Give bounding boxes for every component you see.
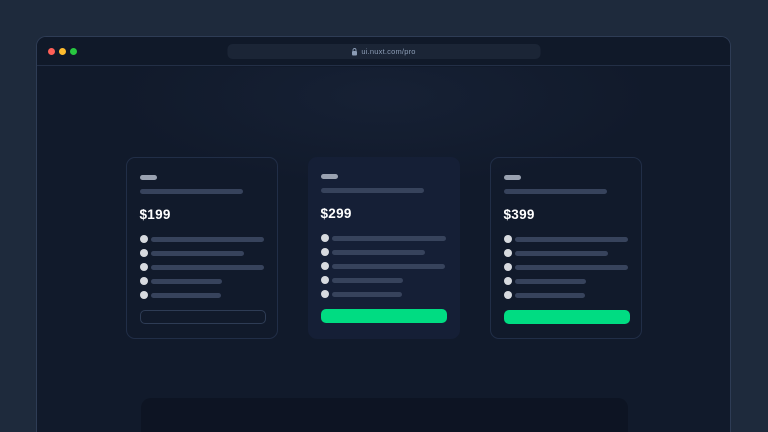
feature-bullet-icon	[139, 277, 148, 285]
feature-row	[503, 291, 628, 299]
feature-row	[320, 248, 447, 256]
plan-feature-list	[503, 235, 628, 299]
browser-window: ui.nuxt.com/pro $199	[36, 36, 731, 432]
lock-icon	[351, 47, 357, 56]
feature-text-skeleton	[150, 292, 221, 298]
plan-feature-list	[139, 235, 264, 299]
plan-price: $299	[320, 206, 352, 221]
plan-price: $399	[503, 207, 535, 222]
feature-row	[503, 249, 628, 257]
feature-text-skeleton	[150, 250, 244, 256]
feature-bullet-icon	[503, 249, 512, 257]
feature-row	[139, 277, 264, 285]
pricing-card-enterprise: $399	[489, 157, 642, 339]
feature-bullet-icon	[503, 291, 512, 299]
feature-row	[503, 277, 628, 285]
feature-text-skeleton	[150, 236, 264, 242]
feature-bullet-icon	[503, 263, 512, 271]
plan-description-skeleton	[503, 189, 607, 194]
plan-feature-list	[320, 234, 447, 298]
plan-price: $199	[139, 207, 171, 222]
plan-cta-button[interactable]	[320, 309, 447, 323]
feature-row	[503, 263, 628, 271]
feature-bullet-icon	[503, 235, 512, 243]
feature-text-skeleton	[514, 250, 608, 256]
feature-bullet-icon	[320, 276, 329, 284]
traffic-lights	[48, 48, 77, 55]
feature-text-skeleton	[150, 278, 222, 284]
feature-text-skeleton	[514, 264, 628, 270]
feature-row	[139, 249, 264, 257]
feature-bullet-icon	[320, 262, 329, 270]
traffic-light-close-button[interactable]	[48, 48, 55, 55]
feature-bullet-icon	[320, 234, 329, 242]
plan-title-skeleton	[139, 175, 157, 180]
traffic-light-minimize-button[interactable]	[59, 48, 66, 55]
feature-bullet-icon	[320, 290, 329, 298]
feature-row	[320, 262, 447, 270]
feature-text-skeleton	[514, 236, 628, 242]
feature-row	[139, 291, 264, 299]
plan-description-skeleton	[320, 188, 424, 193]
feature-row	[503, 235, 628, 243]
feature-bullet-icon	[320, 248, 329, 256]
feature-text-skeleton	[150, 264, 264, 270]
feature-text-skeleton	[514, 278, 586, 284]
feature-text-skeleton	[331, 277, 403, 283]
feature-row	[320, 234, 447, 242]
plan-title-skeleton	[320, 174, 338, 179]
plan-cta-button[interactable]	[503, 310, 630, 324]
feature-text-skeleton	[331, 235, 446, 241]
feature-bullet-icon	[503, 277, 512, 285]
feature-bullet-icon	[139, 249, 148, 257]
feature-row	[320, 276, 447, 284]
address-bar[interactable]: ui.nuxt.com/pro	[227, 44, 540, 59]
next-section-placeholder	[141, 398, 628, 432]
pricing-card-basic: $199	[125, 157, 278, 339]
url-text: ui.nuxt.com/pro	[361, 47, 416, 56]
pricing-grid: $199 $299	[37, 157, 730, 339]
feature-row	[139, 235, 264, 243]
feature-bullet-icon	[139, 291, 148, 299]
feature-bullet-icon	[139, 263, 148, 271]
feature-bullet-icon	[139, 235, 148, 243]
page-content: $199 $299	[37, 67, 730, 432]
feature-row	[320, 290, 447, 298]
plan-title-skeleton	[503, 175, 521, 180]
feature-text-skeleton	[331, 263, 445, 269]
feature-text-skeleton	[331, 291, 402, 297]
browser-titlebar: ui.nuxt.com/pro	[37, 37, 730, 66]
plan-description-skeleton	[139, 189, 243, 194]
plan-cta-button[interactable]	[139, 310, 266, 324]
pricing-card-pro: $299	[307, 157, 460, 339]
feature-text-skeleton	[331, 249, 425, 255]
feature-row	[139, 263, 264, 271]
feature-text-skeleton	[514, 292, 585, 298]
traffic-light-zoom-button[interactable]	[70, 48, 77, 55]
